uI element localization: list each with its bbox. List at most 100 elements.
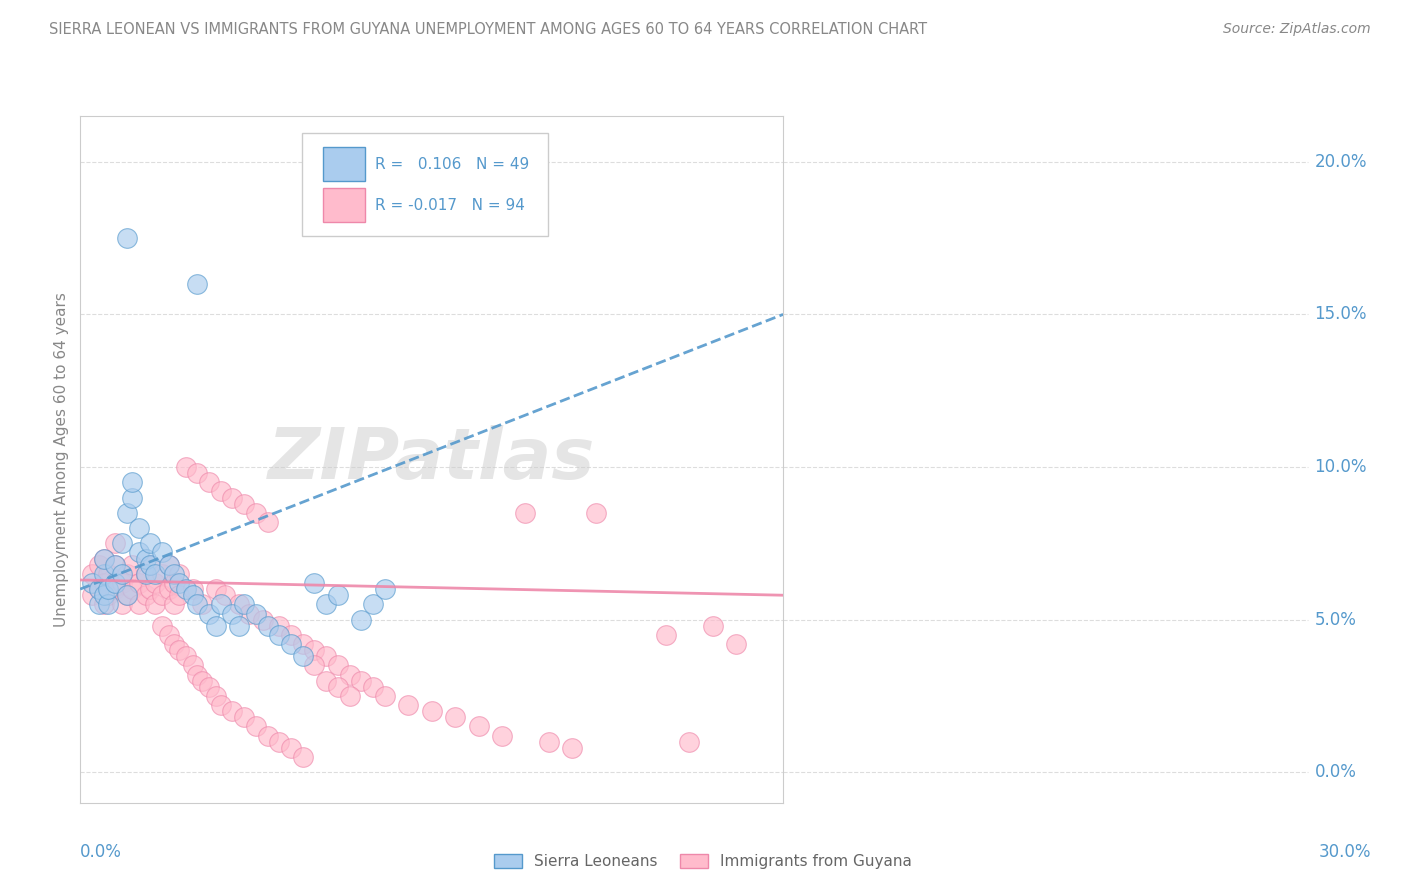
- Point: [87, 598, 110, 612]
- Point: [93, 551, 115, 566]
- Point: [420, 704, 443, 718]
- Point: [725, 637, 748, 651]
- Point: [163, 637, 186, 651]
- Point: [585, 506, 607, 520]
- Point: [198, 680, 221, 694]
- Point: [339, 667, 361, 681]
- Point: [304, 576, 326, 591]
- Point: [121, 558, 143, 572]
- Point: [361, 598, 384, 612]
- Point: [104, 558, 127, 572]
- Bar: [323, 147, 366, 181]
- Point: [209, 598, 232, 612]
- Text: 5.0%: 5.0%: [1315, 611, 1357, 629]
- Point: [205, 619, 228, 633]
- Text: ZIPatlas: ZIPatlas: [269, 425, 595, 494]
- Point: [280, 637, 302, 651]
- Point: [143, 598, 166, 612]
- Point: [104, 576, 127, 591]
- Point: [135, 588, 157, 602]
- Point: [678, 735, 700, 749]
- Point: [97, 566, 120, 581]
- Point: [115, 566, 138, 581]
- Point: [167, 566, 190, 581]
- Point: [256, 619, 278, 633]
- Point: [150, 588, 173, 602]
- Point: [291, 637, 314, 651]
- Point: [111, 566, 134, 581]
- Point: [128, 598, 150, 612]
- Point: [181, 588, 204, 602]
- Point: [374, 582, 396, 596]
- Point: [104, 582, 127, 596]
- Text: R =   0.106   N = 49: R = 0.106 N = 49: [375, 156, 530, 171]
- Point: [128, 545, 150, 559]
- Point: [252, 613, 274, 627]
- Point: [121, 491, 143, 505]
- Point: [198, 475, 221, 490]
- Point: [209, 484, 232, 499]
- Point: [561, 740, 583, 755]
- Point: [163, 566, 186, 581]
- Point: [374, 689, 396, 703]
- Point: [205, 689, 228, 703]
- Point: [444, 710, 467, 724]
- Point: [205, 582, 228, 596]
- Point: [157, 582, 180, 596]
- Point: [128, 521, 150, 535]
- Point: [186, 598, 208, 612]
- Point: [157, 558, 180, 572]
- Point: [174, 582, 197, 596]
- Point: [467, 719, 489, 733]
- Point: [97, 588, 120, 602]
- Point: [143, 566, 166, 581]
- Point: [167, 576, 190, 591]
- Point: [139, 558, 162, 572]
- Point: [269, 619, 291, 633]
- Point: [291, 750, 314, 764]
- Point: [491, 729, 513, 743]
- Point: [97, 598, 120, 612]
- Point: [139, 536, 162, 550]
- Point: [157, 628, 180, 642]
- Point: [214, 588, 236, 602]
- Point: [361, 680, 384, 694]
- Point: [80, 566, 103, 581]
- Point: [221, 607, 243, 621]
- Point: [256, 729, 278, 743]
- Point: [93, 588, 115, 602]
- Point: [186, 277, 208, 291]
- Point: [537, 735, 560, 749]
- Point: [269, 628, 291, 642]
- Point: [245, 719, 267, 733]
- Point: [326, 658, 349, 673]
- Point: [396, 698, 419, 712]
- Point: [174, 460, 197, 475]
- Point: [191, 673, 214, 688]
- Point: [326, 680, 349, 694]
- Point: [269, 735, 291, 749]
- Point: [245, 607, 267, 621]
- Point: [139, 558, 162, 572]
- Point: [280, 740, 302, 755]
- Point: [228, 619, 250, 633]
- Point: [104, 558, 127, 572]
- Point: [115, 231, 138, 245]
- Text: 20.0%: 20.0%: [1315, 153, 1367, 170]
- Text: R = -0.017   N = 94: R = -0.017 N = 94: [375, 198, 526, 213]
- Point: [304, 643, 326, 657]
- Point: [139, 582, 162, 596]
- Point: [93, 566, 115, 581]
- Point: [350, 613, 373, 627]
- Point: [339, 689, 361, 703]
- Point: [181, 582, 204, 596]
- Point: [167, 643, 190, 657]
- Point: [87, 558, 110, 572]
- Point: [198, 607, 221, 621]
- Point: [93, 551, 115, 566]
- Point: [150, 619, 173, 633]
- Point: [221, 491, 243, 505]
- Point: [111, 576, 134, 591]
- Point: [315, 598, 337, 612]
- Point: [135, 566, 157, 581]
